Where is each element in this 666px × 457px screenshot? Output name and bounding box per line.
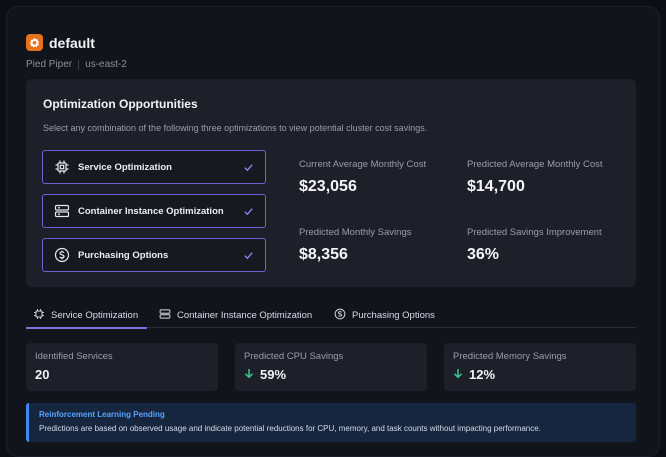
option-label: Service Optimization <box>78 161 172 173</box>
tab-label: Service Optimization <box>51 310 139 321</box>
stat-label: Predicted Monthly Savings <box>299 227 412 238</box>
option-label: Container Instance Optimization <box>78 205 224 217</box>
info-alert: Reinforcement Learning Pending Predictio… <box>26 403 636 442</box>
stat-value: 36% <box>467 246 500 263</box>
server-icon <box>159 308 171 323</box>
stat-label: Predicted Average Monthly Cost <box>467 159 603 170</box>
container-instance-optimization-toggle[interactable]: Container Instance Optimization <box>42 194 266 228</box>
dollar-circle-icon <box>334 308 346 323</box>
section-description: Select any combination of the following … <box>43 123 428 133</box>
section-title: Optimization Opportunities <box>43 97 198 111</box>
tab-label: Purchasing Options <box>352 310 435 321</box>
tab-container-instance-optimization[interactable]: Container Instance Optimization <box>159 303 312 328</box>
server-icon <box>53 202 71 220</box>
metric-value: 20 <box>35 367 50 382</box>
checkmark-icon <box>241 160 255 174</box>
arrow-down-icon <box>453 368 463 382</box>
stat-label: Current Average Monthly Cost <box>299 159 427 170</box>
predicted-monthly-savings-stat: Predicted Monthly Savings $8,356 <box>299 227 411 264</box>
metric-label: Predicted Memory Savings <box>453 351 567 362</box>
metric-label: Predicted CPU Savings <box>244 351 344 362</box>
page-title: default <box>49 34 95 51</box>
tab-purchasing-options[interactable]: Purchasing Options <box>334 303 435 328</box>
purchasing-options-toggle[interactable]: Purchasing Options <box>42 238 266 272</box>
region-name: us-east-2 <box>85 59 127 70</box>
checkmark-icon <box>241 204 255 218</box>
chip-icon <box>33 308 45 323</box>
page-header: default Pied Piper us-east-2 <box>26 34 127 70</box>
memory-savings-card: Predicted Memory Savings 12% <box>444 343 636 391</box>
checkmark-icon <box>241 248 255 262</box>
metric-value: 59% <box>260 367 287 382</box>
service-optimization-toggle[interactable]: Service Optimization <box>42 150 266 184</box>
predicted-monthly-cost-stat: Predicted Average Monthly Cost $14,700 <box>467 159 603 196</box>
optimization-tabs: Service Optimization Container Instance … <box>26 303 636 329</box>
alert-text: Predictions are based on observed usage … <box>39 424 541 433</box>
current-monthly-cost-stat: Current Average Monthly Cost $23,056 <box>299 159 426 196</box>
cluster-logo-icon <box>26 34 43 51</box>
alert-title: Reinforcement Learning Pending <box>39 410 165 419</box>
stat-label: Predicted Savings Improvement <box>467 227 602 238</box>
dollar-circle-icon <box>53 246 71 264</box>
metric-label: Identified Services <box>35 351 113 362</box>
optimization-opportunities-card: Optimization Opportunities Select any co… <box>26 79 636 287</box>
metric-value: 12% <box>469 367 496 382</box>
breadcrumb-divider <box>78 59 80 70</box>
identified-services-card: Identified Services 20 <box>26 343 218 391</box>
chip-icon <box>53 158 71 176</box>
breadcrumb: Pied Piper us-east-2 <box>26 59 127 70</box>
stat-value: $8,356 <box>299 246 348 263</box>
tab-service-optimization[interactable]: Service Optimization <box>26 303 148 329</box>
stat-value: $23,056 <box>299 178 357 195</box>
predicted-savings-improvement-stat: Predicted Savings Improvement 36% <box>467 227 602 264</box>
cpu-savings-card: Predicted CPU Savings 59% <box>235 343 427 391</box>
org-name: Pied Piper <box>26 59 73 70</box>
arrow-down-icon <box>244 368 254 382</box>
option-label: Purchasing Options <box>78 249 169 261</box>
tab-label: Container Instance Optimization <box>177 310 313 321</box>
stat-value: $14,700 <box>467 178 525 195</box>
